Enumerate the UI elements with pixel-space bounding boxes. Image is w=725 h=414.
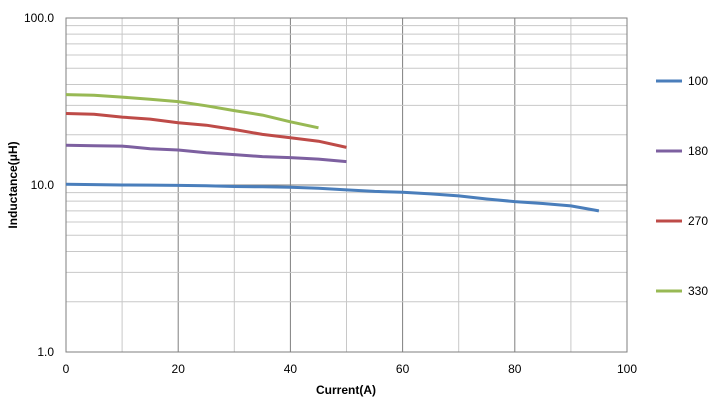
legend-label-180: 180 <box>688 144 708 158</box>
series-line-100 <box>65 182 600 213</box>
x-tick-label: 20 <box>172 362 186 376</box>
x-tick-label: 80 <box>508 362 522 376</box>
legend: 100 180 270 330 <box>656 74 708 298</box>
tick-labels: 0 20 40 60 80 100 1.0 10.0 100.0 <box>24 11 637 376</box>
series-line-270 <box>65 112 347 149</box>
y-tick-label: 10.0 <box>31 178 55 192</box>
x-tick-label: 0 <box>63 362 70 376</box>
legend-label-100: 100 <box>688 74 708 88</box>
y-tick-label: 100.0 <box>24 11 54 25</box>
x-tick-label: 60 <box>396 362 410 376</box>
y-tick-label: 1.0 <box>37 345 54 359</box>
x-tick-label: 100 <box>617 362 637 376</box>
grid <box>66 18 627 352</box>
series-lines <box>65 93 600 213</box>
series-line-330 <box>65 93 319 130</box>
legend-label-270: 270 <box>688 214 708 228</box>
legend-label-330: 330 <box>688 284 708 298</box>
x-tick-label: 40 <box>284 362 298 376</box>
series-line-180 <box>65 143 347 164</box>
x-axis-title: Current(A) <box>316 383 376 397</box>
y-axis-title: Inductance(μH) <box>6 141 20 228</box>
